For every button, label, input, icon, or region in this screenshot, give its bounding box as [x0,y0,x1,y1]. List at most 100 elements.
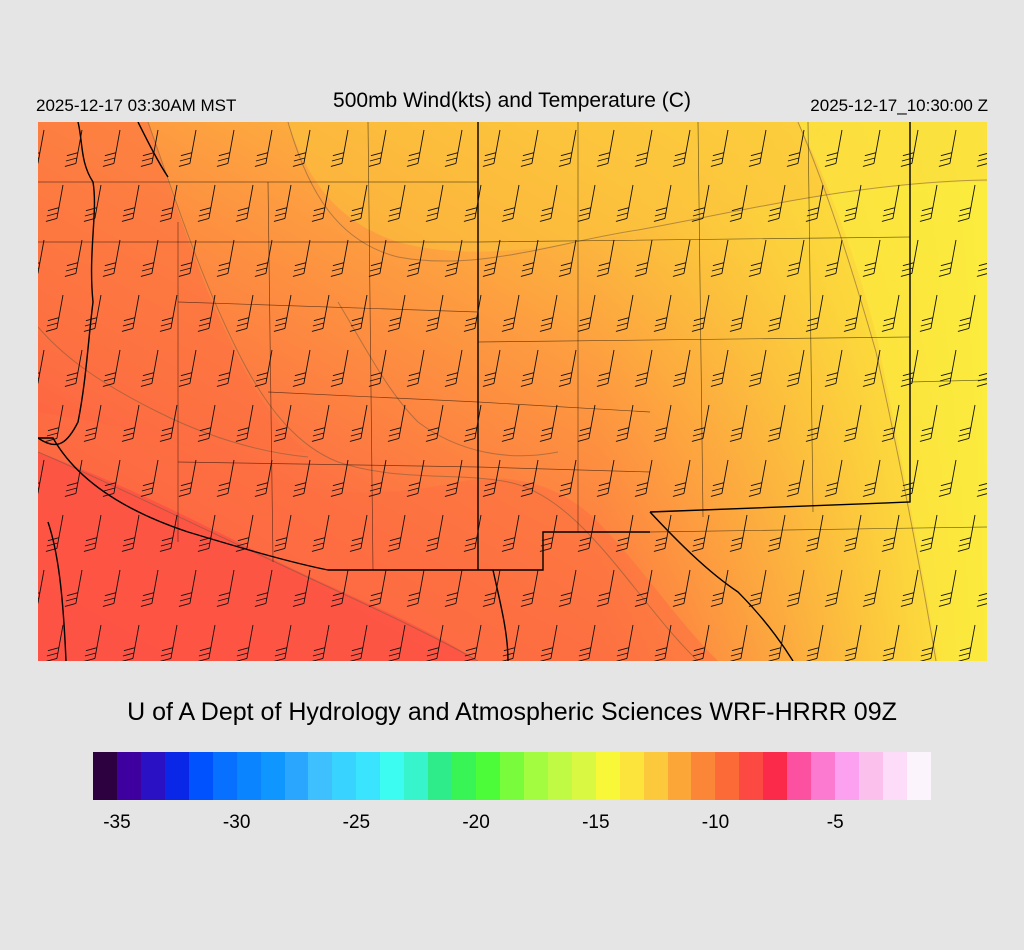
wind-barb-stroke [349,184,368,222]
wind-barb-stroke [919,624,938,661]
wind-barb [102,349,121,387]
wind-barb [178,569,197,607]
wind-barb-stroke [64,349,83,387]
wind-barb-stroke [406,129,425,167]
wind-barb-stroke [83,294,102,332]
wind-barb-stroke [520,349,539,387]
wind-barb-stroke [178,239,197,277]
wind-barb [425,624,444,661]
colorbar-tick-5: -10 [701,812,730,833]
wind-barb [824,349,843,387]
wind-barb-stroke [311,294,330,332]
wind-barb [615,294,634,332]
wind-barb [653,624,672,661]
wind-barb [235,294,254,332]
wind-barb-stroke [824,459,843,497]
wind-barb [444,569,463,607]
wind-barb [710,569,729,607]
wind-barb [38,349,45,384]
wind-barb [767,294,786,332]
wind-barb [520,129,539,167]
colorbar-swatch-34 [906,752,931,800]
wind-barb-stroke [444,459,463,497]
wind-barb [862,349,881,387]
wind-barb-stroke [748,239,767,277]
wind-barb [957,404,976,442]
wind-barb-stroke [957,294,976,332]
wind-barb-stroke [919,184,938,222]
wind-barb [368,569,387,607]
wind-barb [178,129,197,167]
wind-barb-stroke [330,349,349,387]
wind-barb-stroke [425,184,444,222]
wind-barb [824,239,843,277]
wind-barb [672,459,691,497]
wind-barb-stroke [843,624,862,661]
wind-barb [349,624,368,661]
wind-barb [387,404,406,442]
wind-barb-stroke [311,404,330,442]
wind-barb-stroke [672,569,691,607]
wind-barb-stroke [634,459,653,497]
wind-barb-stroke [311,624,330,661]
colorbar-swatch-20 [571,752,596,800]
wind-barb-stroke [596,239,615,277]
wind-barb-stroke [957,184,976,222]
wind-barb [824,459,843,497]
wind-barb-stroke [121,624,140,661]
wind-barb-stroke [615,514,634,552]
wind-barb-stroke [45,624,64,661]
wind-barb-stroke [368,349,387,387]
wind-barb [406,239,425,277]
wind-barb [501,514,520,552]
wind-barb-stroke [102,459,121,497]
wind-barb [710,129,729,167]
wind-barb [406,459,425,497]
wind-barb [254,569,273,607]
wind-barb [767,404,786,442]
wind-barb-stroke [805,184,824,222]
wind-barb-stroke [539,624,558,661]
wind-barb [216,459,235,497]
wind-barb [900,129,919,167]
wind-barb-stroke [653,184,672,222]
wind-barb-stroke [672,239,691,277]
wind-barb-stroke [748,569,767,607]
wind-barb-stroke [653,514,672,552]
wind-barb [311,294,330,332]
wind-barb-stroke [159,514,178,552]
colorbar-swatch-19 [547,752,572,800]
temperature-colorbar [93,752,931,800]
wind-barb-stroke [539,514,558,552]
wind-barb-stroke [501,624,520,661]
wind-barb-stroke [767,184,786,222]
wind-barb [368,239,387,277]
wind-barb [444,239,463,277]
wind-barb [501,294,520,332]
wind-barb [919,514,938,552]
wind-barb-stroke [482,349,501,387]
wind-barb [881,514,900,552]
wind-barb [691,624,710,661]
colorbar-swatch-16 [476,752,500,800]
wind-barb [235,404,254,442]
wind-barb-stroke [197,624,216,661]
wind-barb [273,184,292,222]
wind-barb-stroke [615,184,634,222]
state-borders [38,122,911,661]
colorbar-swatch-32 [859,752,883,800]
wind-barb-stroke [159,404,178,442]
colorbar-swatch-13 [404,752,429,800]
wind-barb [178,349,197,387]
wind-barb [672,129,691,167]
wind-barb-stroke [786,569,805,607]
wind-barb [805,294,824,332]
wind-barb-stroke [976,373,987,387]
wind-barb [444,459,463,497]
wind-barb-stroke [976,263,987,277]
wind-barb-stroke [83,184,102,222]
wind-barb-stroke [349,514,368,552]
wind-barb-stroke [729,184,748,222]
wind-barb [881,404,900,442]
wind-barb-stroke [292,569,311,607]
